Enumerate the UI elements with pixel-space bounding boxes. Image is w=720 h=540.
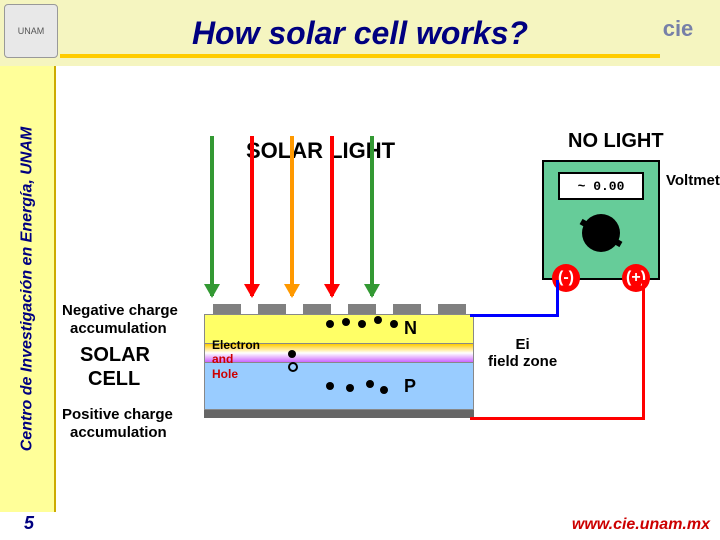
sidebar-text: Centro de Investigación en Energía, UNAM xyxy=(18,127,36,452)
wire-neg-v xyxy=(556,280,559,316)
voltmeter-label: Voltmeter xyxy=(666,172,720,189)
electron-dot xyxy=(374,316,382,324)
light-arrow xyxy=(370,136,374,296)
ei-label: Eifield zone xyxy=(488,336,557,370)
wire-pos-h xyxy=(470,417,645,420)
content-area: SOLAR LIGHT NO LIGHT ~ 0.00 (-) (+) Volt… xyxy=(56,66,720,512)
title-underline xyxy=(60,54,660,58)
hole-dot xyxy=(380,386,388,394)
electron-dot xyxy=(390,320,398,328)
voltmeter-knob xyxy=(582,214,620,252)
hole-dot xyxy=(346,384,354,392)
logo-left: UNAM xyxy=(4,4,58,58)
wire-pos-v xyxy=(642,280,645,420)
n-label: N xyxy=(404,318,417,339)
electron-dot xyxy=(326,320,334,328)
pos-charge-label-2: accumulation xyxy=(70,424,167,441)
neg-charge-label-2: accumulation xyxy=(70,320,167,337)
neg-charge-label-1: Negative charge xyxy=(62,302,178,319)
bottom-contact xyxy=(204,410,474,418)
no-light-label: NO LIGHT xyxy=(568,130,664,153)
electron-dot xyxy=(342,318,350,326)
sidebar: Centro de Investigación en Energía, UNAM xyxy=(0,66,56,512)
hole-dot xyxy=(366,380,374,388)
terminal-positive: (+) xyxy=(622,264,650,292)
p-label: P xyxy=(404,376,416,397)
electron-dot xyxy=(358,320,366,328)
light-arrow xyxy=(250,136,254,296)
voltmeter: ~ 0.00 (-) (+) xyxy=(542,160,660,280)
page-number: 5 xyxy=(24,513,34,534)
light-arrow xyxy=(330,136,334,296)
junction-electron xyxy=(288,350,296,358)
cell-label: CELL xyxy=(88,368,140,391)
pos-charge-label-1: Positive charge xyxy=(62,406,173,423)
footer-url: www.cie.unam.mx xyxy=(572,516,710,534)
title-bar: UNAM How solar cell works? cie xyxy=(0,0,720,66)
page-title: How solar cell works? xyxy=(192,15,528,52)
top-contacts xyxy=(204,304,474,314)
voltmeter-display: ~ 0.00 xyxy=(558,172,644,200)
light-arrow xyxy=(290,136,294,296)
wire-neg-h xyxy=(470,314,559,317)
electron-hole-legend: Electron and Hole xyxy=(212,338,260,381)
hole-dot xyxy=(326,382,334,390)
light-arrow xyxy=(210,136,214,296)
solar-label: SOLAR xyxy=(80,344,150,367)
logo-right: cie xyxy=(646,8,710,50)
junction-hole xyxy=(288,362,298,372)
